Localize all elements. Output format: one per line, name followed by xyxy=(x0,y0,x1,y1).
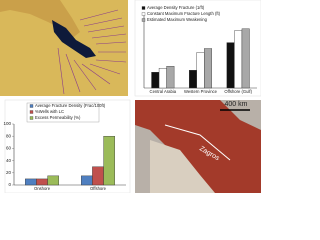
legend-label: Average Density Fracture (1/ft) xyxy=(147,5,205,10)
legend-box xyxy=(26,102,100,123)
bar xyxy=(241,28,250,89)
x-tick-label: Central Arabia xyxy=(150,89,177,94)
bar xyxy=(47,175,59,186)
legend-swatch xyxy=(29,110,34,114)
legend-label: Average Fracture Density (Frac/100ft) xyxy=(35,103,106,108)
bar xyxy=(188,70,197,89)
legend-swatch xyxy=(29,116,34,120)
bar xyxy=(234,30,243,89)
legend-label: Constant Maximum Fracture Length (ft) xyxy=(147,11,221,16)
map-scale: 400 km xyxy=(225,101,248,108)
map-gulf xyxy=(0,0,128,96)
x-tick-label: Offshore xyxy=(90,186,107,191)
y-tick-label: 0 xyxy=(8,182,11,187)
bar xyxy=(204,48,212,89)
bar xyxy=(151,72,160,89)
legend-swatch xyxy=(141,18,146,22)
y-tick-label: 60 xyxy=(6,146,12,151)
bar xyxy=(25,178,37,186)
x-tick-label: Western Province xyxy=(184,89,218,94)
y-tick-label: 40 xyxy=(6,158,12,163)
bar xyxy=(196,52,205,89)
x-tick-label: Offshore (Gulf) xyxy=(224,89,252,94)
figure: 400 km Zagros Central Arabia Western Prov… xyxy=(0,0,261,193)
bar xyxy=(80,175,93,186)
legend-swatch xyxy=(141,12,146,16)
bar xyxy=(226,42,235,89)
bar xyxy=(166,66,175,89)
bar xyxy=(92,166,104,186)
legend-swatch xyxy=(29,104,34,108)
y-tick-label: 100 xyxy=(3,121,11,126)
legend-label: Excess Permeability (%) xyxy=(35,115,81,120)
legend-swatch xyxy=(141,6,146,10)
map-zagros: 400 km Zagros xyxy=(135,100,261,193)
legend-label: Estimated Maximum Weakening xyxy=(147,17,208,22)
x-tick-label: Onshore xyxy=(34,186,51,191)
legend-label: %Wells with LC xyxy=(35,109,64,114)
bar xyxy=(103,135,115,186)
bar xyxy=(36,178,48,186)
bar xyxy=(158,68,167,89)
y-tick-label: 80 xyxy=(6,133,12,138)
y-tick-label: 20 xyxy=(6,170,12,175)
